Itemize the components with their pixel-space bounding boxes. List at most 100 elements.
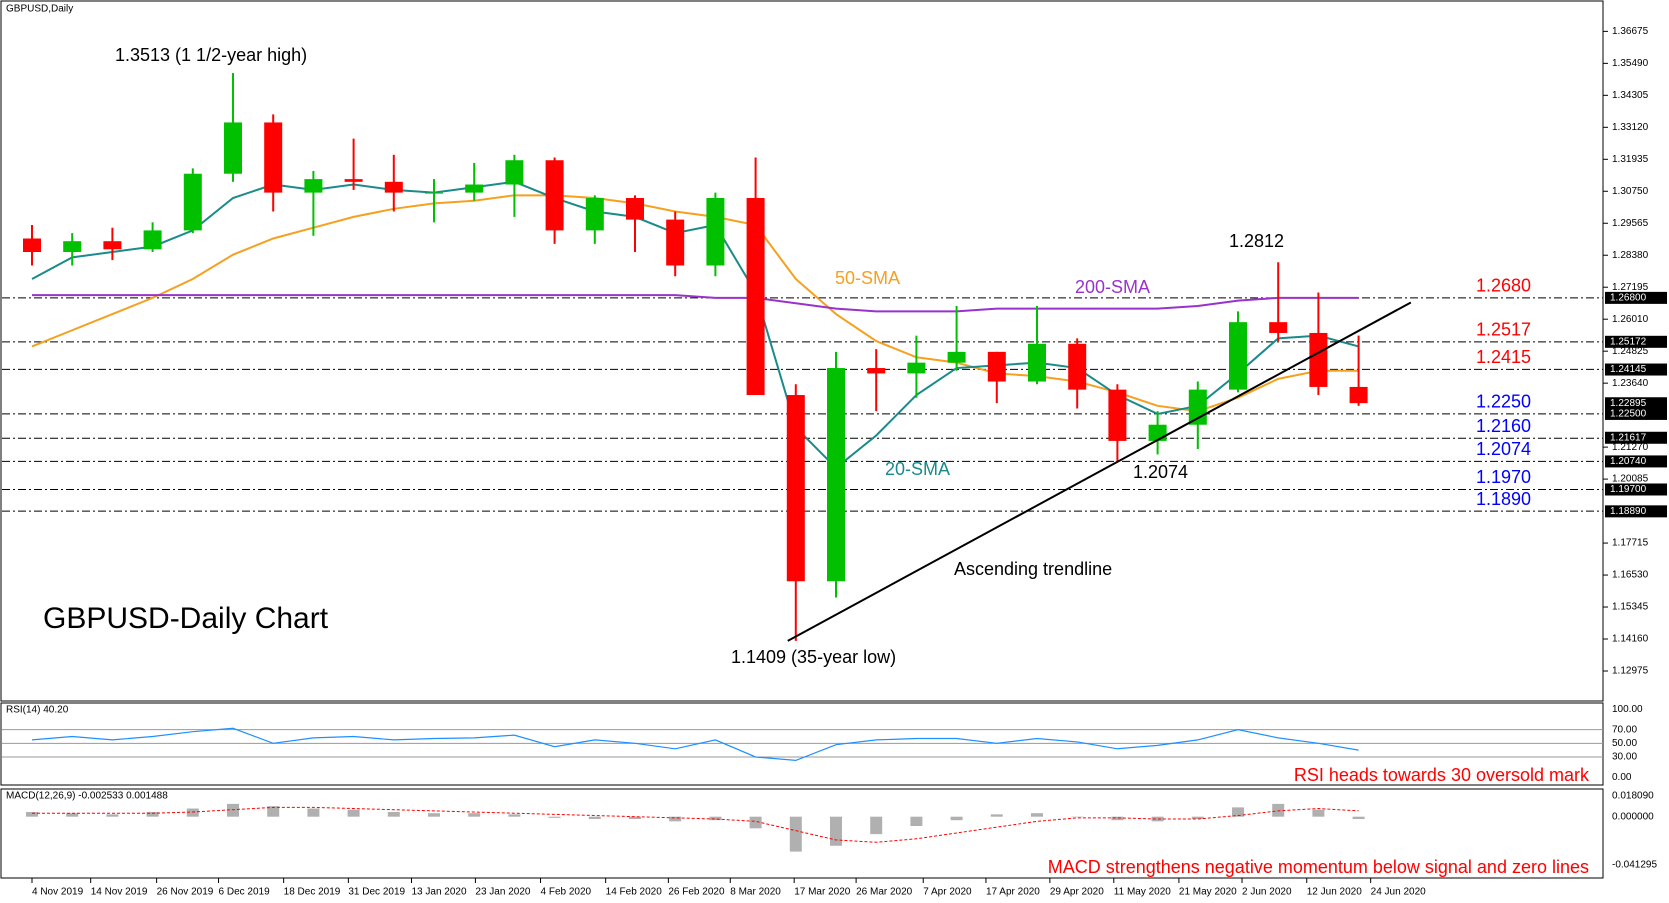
macd-bar [1352,816,1365,820]
candle-body [626,198,644,220]
candle-body [1028,343,1046,382]
x-tick-label: 26 Mar 2020 [856,887,913,898]
y-tick-label: 1.34305 [1612,90,1649,101]
rsi-header: RSI(14) 40.20 [6,705,69,716]
macd-bar [1232,807,1244,817]
macd-bar [1111,816,1124,821]
x-tick-label: 18 Dec 2019 [284,887,341,898]
candle-body [907,362,926,374]
y-tick-label: 1.27195 [1612,282,1649,293]
candle-body [947,351,966,363]
y-tick-label: 1.12975 [1612,666,1649,677]
candle-body [264,122,283,193]
macd-bar [588,816,601,820]
x-tick-label: 14 Nov 2019 [91,887,148,898]
price-marker [1605,455,1667,468]
candle-body [1108,389,1127,441]
macd-bar [227,803,239,817]
macd-bar [1272,803,1285,817]
candle-body [384,181,403,193]
candle-body [666,219,685,266]
macd-tick-label: -0.041295 [1612,859,1657,870]
candle-body [1068,343,1087,390]
level-label: 1.2074 [1476,439,1531,459]
macd-bar [1312,809,1325,817]
y-tick-label: 1.14160 [1612,634,1649,645]
y-tick-label: 1.23640 [1612,378,1649,389]
y-tick-label: 1.31935 [1612,154,1649,165]
rsi-tick-label: 50.00 [1612,738,1637,749]
macd-bar [950,816,963,821]
price-marker [1605,363,1667,376]
macd-signal [32,806,1359,843]
candle-body [183,173,202,231]
rsi-note: RSI heads towards 30 oversold mark [1294,765,1590,785]
price-marker-label: 1.20740 [1610,456,1647,467]
price-marker [1605,335,1667,348]
macd-bar [709,816,722,821]
candle-body [545,160,564,231]
candle-body [304,179,323,193]
candle-body [746,198,765,396]
macd-bar [1031,813,1043,817]
candle-body [143,230,162,250]
x-tick-label: 17 Apr 2020 [986,887,1040,898]
rsi-tick-label: 70.00 [1612,724,1637,735]
y-tick-label: 1.29565 [1612,218,1649,229]
macd-bar [629,816,641,820]
rsi-tick-label: 100.00 [1612,704,1643,715]
x-tick-label: 21 May 2020 [1179,887,1237,898]
y-tick-label: 1.36675 [1612,26,1649,37]
macd-bar [990,814,1003,817]
price-marker [1605,291,1667,304]
candle-body [224,122,242,174]
macd-bar [146,812,159,817]
candle-body [585,198,604,231]
macd-bar [106,814,119,817]
macd-bar [830,816,842,846]
rsi-line [31,727,1359,762]
x-tick-label: 26 Feb 2020 [668,887,725,898]
candle-body [786,395,805,582]
annotation: 1.1409 (35-year low) [731,647,896,667]
sma-label: 20-SMA [885,459,950,479]
x-tick-label: 23 Jan 2020 [475,887,530,898]
price-marker-label: 1.21617 [1610,432,1647,443]
price-marker [1605,431,1667,444]
macd-tick-label: 0.018090 [1612,790,1654,801]
macd-bar [347,809,360,817]
annotation: Ascending trendline [954,559,1112,579]
sma-label: 50-SMA [835,268,900,288]
macd-panel [0,788,1604,879]
macd-bar [910,816,923,826]
candle-body [505,160,524,185]
x-tick-label: 4 Nov 2019 [32,887,84,898]
level-label: 1.2415 [1476,347,1531,367]
x-tick-label: 2 Jun 2020 [1242,887,1292,898]
candle-body [1349,386,1368,404]
y-tick-label: 1.24825 [1612,346,1649,357]
annotation: 1.3513 (1 1/2-year high) [115,45,307,65]
price-marker-label: 1.26800 [1610,293,1647,304]
x-tick-label: 24 Jun 2020 [1371,887,1426,898]
x-tick-label: 11 May 2020 [1114,887,1172,898]
y-tick-label: 1.30750 [1612,186,1649,197]
trendline [787,301,1412,642]
y-tick-label: 1.20085 [1612,474,1649,485]
price-marker-label: 1.24145 [1610,364,1647,375]
y-tick-label: 1.16530 [1612,570,1649,581]
level-label: 1.2517 [1476,320,1531,340]
macd-bar [468,813,481,817]
macd-bar [1151,816,1164,822]
chart-title: GBPUSD-Daily Chart [43,602,329,635]
sma-line [31,194,1359,413]
price-marker [1605,407,1667,420]
macd-bar [387,812,400,817]
level-label: 1.2250 [1476,392,1531,412]
x-tick-label: 29 Apr 2020 [1050,887,1104,898]
sma-label: 200-SMA [1075,277,1150,297]
level-label: 1.1890 [1476,489,1531,509]
price-marker [1605,505,1667,518]
price-marker [1605,483,1667,496]
macd-bar [66,813,79,817]
